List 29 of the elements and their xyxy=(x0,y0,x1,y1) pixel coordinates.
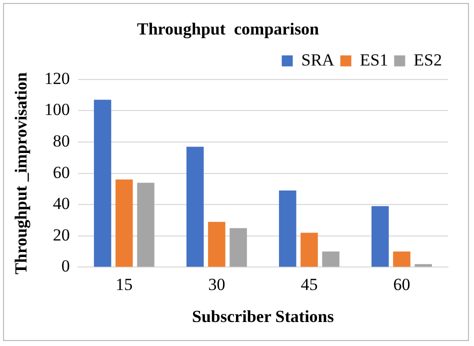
bar xyxy=(230,228,247,267)
bar xyxy=(278,190,296,267)
chart-title: Throughput comparison xyxy=(136,20,320,39)
y-tick-label: 20 xyxy=(52,225,70,244)
y-tick-label: 60 xyxy=(52,162,70,182)
bar xyxy=(94,100,112,267)
bar xyxy=(208,222,226,267)
legend-label: ES1 xyxy=(360,50,388,70)
x-tick-label: 60 xyxy=(393,274,410,294)
bar xyxy=(322,252,340,267)
y-tick-label: 40 xyxy=(52,194,70,214)
legend-label: ES2 xyxy=(414,50,442,70)
bar xyxy=(137,182,154,267)
y-tick-label: 80 xyxy=(52,131,70,150)
y-axis-title: Throughput _improvisation xyxy=(12,72,31,274)
bar xyxy=(186,146,204,267)
bar xyxy=(300,232,318,267)
bar xyxy=(116,180,133,267)
legend-label: SRA xyxy=(301,50,336,70)
bar xyxy=(372,206,389,267)
x-axis-title: Subscriber Stations xyxy=(192,307,334,326)
y-tick-label: 0 xyxy=(61,256,70,276)
y-tick-label: 120 xyxy=(44,68,70,88)
x-tick-label: 30 xyxy=(208,274,226,294)
x-tick-label: 15 xyxy=(116,274,133,294)
x-tick-label: 45 xyxy=(300,274,318,294)
bar xyxy=(414,264,432,267)
y-tick-label: 100 xyxy=(44,100,70,120)
bar xyxy=(393,252,410,267)
